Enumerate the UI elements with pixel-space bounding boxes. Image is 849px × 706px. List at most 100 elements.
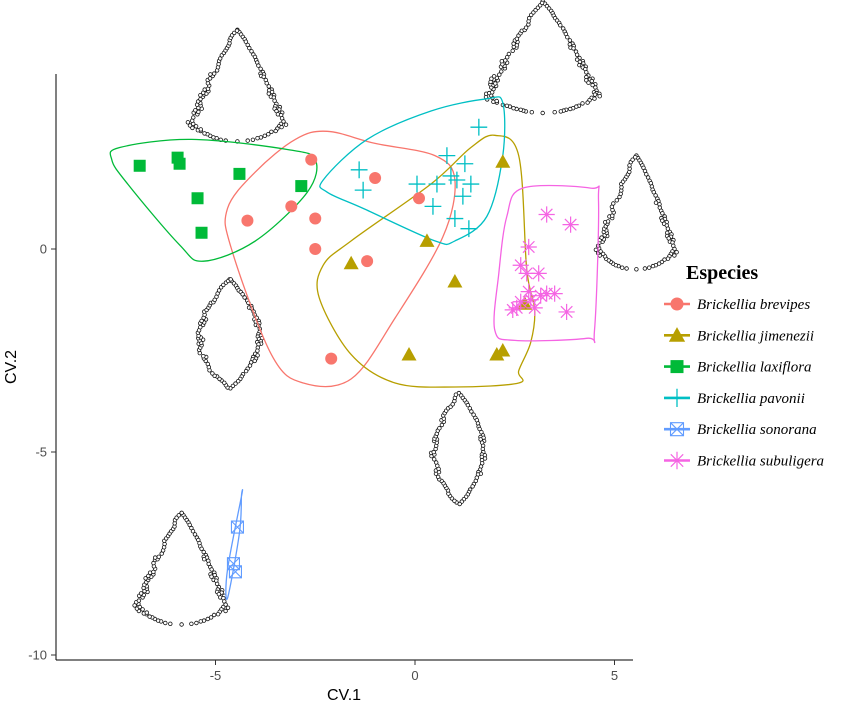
data-point [285,200,298,213]
leaf-bead [266,84,271,89]
legend-label: Brickellia sonorana [697,422,817,438]
hull-brickellia-laxiflora [109,138,318,262]
leaf-bead [611,201,616,206]
leaf-bead [193,124,199,129]
leaf-bead [477,426,482,432]
leaf-bead [266,91,271,96]
data-point [546,285,563,302]
data-point [532,287,549,304]
legend-key-marker [668,327,686,342]
leaf-bead [189,621,194,626]
leaf-bead [190,529,196,534]
legend-label: Brickellia subuligera [697,454,824,470]
leaf-bead [146,573,151,579]
leaf-bead [605,219,611,224]
leaf-bead [505,55,510,60]
leaf-bead [527,15,532,21]
leaf-bead [539,0,545,6]
leaf-bead [249,49,254,54]
leaf-bead [665,226,671,231]
leaf-bead [592,92,598,97]
leaf-bead [201,354,206,359]
leaf-bead [630,157,635,162]
leaf-bead [470,484,475,489]
data-point [369,171,382,184]
leaf-bead [250,137,256,142]
leaf-bead [212,297,217,302]
data-point [428,175,446,193]
legend-label: Brickellia laxiflora [697,360,812,376]
data-point [558,303,575,321]
leaf-bead [243,368,249,374]
leaf-bead [163,620,168,626]
legend-items: Brickellia brevipes Brickellia jimenezii B… [664,297,824,470]
leaf-bead [151,569,156,575]
data-point [522,291,539,308]
leaf-bead [437,426,442,431]
leaf-bead [211,612,217,618]
leaf-bead [565,35,570,40]
data-point [419,233,435,247]
leaf-bead [642,266,648,271]
data-point [495,343,511,357]
leaf-bead [179,510,184,516]
axes [55,74,633,661]
leaf-bead [228,277,233,282]
leaf-bead [494,98,499,104]
leaf-bead [567,38,573,43]
data-point [305,153,318,166]
leaf-bead [194,620,199,626]
hull-brickellia-sonorana [225,489,244,601]
legend-item: Brickellia jimenezii [664,327,814,344]
x-tick-label: -5 [210,668,222,683]
leaf-middle-left [195,277,264,391]
data-point [325,352,338,365]
data-point [518,265,535,282]
leaf-bead [651,189,656,195]
leaf-bead [511,105,516,111]
data-point [462,175,480,193]
leaf-bead [136,598,142,603]
y-axis-title: CV.2 [3,350,20,384]
data-point [309,212,322,225]
leaf-bead [279,124,284,130]
leaf-bead [209,567,214,572]
leaf-bead [499,69,504,74]
legend-key-marker [670,297,684,311]
leaf-bead [247,363,253,368]
leaf-bead [529,109,534,115]
legend-item: Brickellia subuligera [664,451,824,470]
data-point [504,301,521,318]
leaf-bead [247,45,252,51]
points-layer [133,118,579,579]
hull-brickellia-pavonii [319,96,506,246]
series-brickellia-subuligera [504,206,579,321]
leaf-bead [620,265,625,270]
leaf-bead [221,282,226,288]
leaf-bead [647,265,652,270]
leaf-bead [633,154,638,160]
x-tick-label: 5 [611,668,618,683]
series-brickellia-laxiflora [133,151,308,239]
leaf-bead [201,557,207,562]
leaf-bead [600,251,606,257]
leaf-bead [240,292,245,297]
leaf-top-center [483,0,602,116]
data-point [191,192,204,205]
leaf-bead [435,474,441,480]
leaf-bead [187,522,192,528]
leaf-bead [434,460,439,465]
data-point [512,257,529,274]
data-point [470,118,488,136]
leaf-bead [138,591,144,596]
leaf-bead [198,127,203,132]
y-tick-label: -5 [35,445,47,460]
leaf-bead [176,513,181,518]
leaf-bead [471,412,476,417]
leaf-bead [216,288,222,293]
leaf-bead [489,76,494,81]
data-point [508,299,525,316]
leaf-bead [208,72,213,77]
leaf-bead [215,612,221,617]
